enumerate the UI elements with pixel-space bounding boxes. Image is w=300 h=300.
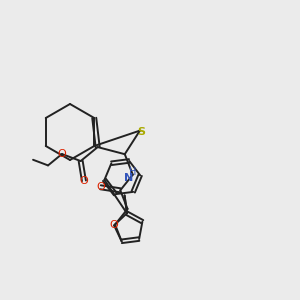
Text: S: S [137, 127, 145, 136]
Text: O: O [80, 176, 88, 186]
Text: H: H [129, 167, 136, 177]
Text: O: O [58, 149, 66, 159]
Text: O: O [110, 220, 118, 230]
Text: O: O [96, 182, 105, 192]
Text: N: N [124, 173, 134, 183]
